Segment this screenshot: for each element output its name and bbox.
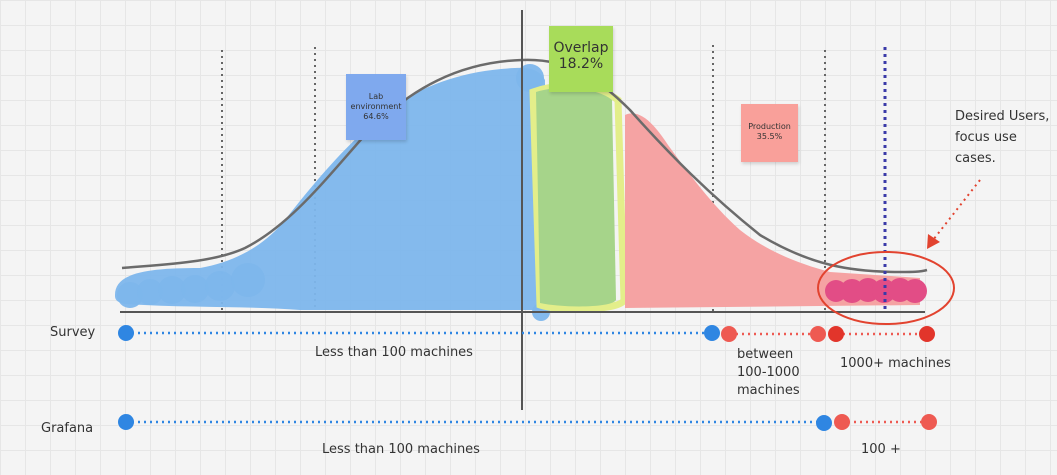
- survey-marker: [828, 326, 844, 342]
- sticky-lab-line1: Lab: [368, 92, 384, 101]
- desired-users-highlight: [817, 251, 955, 325]
- sticky-overlap-line1: Overlap: [553, 40, 609, 56]
- lab-blob-dot: [231, 263, 265, 297]
- grafana-large-label: 100 +: [861, 442, 901, 457]
- survey-medium-line2: 100-1000: [737, 365, 800, 380]
- annotation-line1: Desired Users,: [955, 109, 1050, 124]
- survey-medium-label: between 100-1000 machines: [737, 346, 800, 400]
- annotation-arrow-head: [927, 234, 940, 249]
- survey-marker: [118, 325, 134, 341]
- survey-row-lines: [118, 325, 935, 342]
- survey-label: Survey: [50, 325, 96, 340]
- annotation-text: Desired Users, focus use cases.: [955, 106, 1049, 169]
- survey-marker: [721, 326, 737, 342]
- survey-marker: [810, 326, 826, 342]
- sticky-lab-line2: environment: [350, 102, 402, 111]
- survey-large-label: 1000+ machines: [840, 356, 951, 371]
- lab-environment-area: [115, 64, 550, 321]
- annotation-arrow: [927, 179, 981, 249]
- desired-blob-dot: [903, 279, 927, 303]
- grafana-row-lines: [118, 414, 937, 431]
- lab-blob-dot: [205, 271, 235, 301]
- sticky-production[interactable]: Production 35.5%: [741, 104, 798, 162]
- grafana-marker: [834, 414, 850, 430]
- survey-medium-line3: machines: [737, 383, 800, 398]
- lab-blob-dot: [137, 279, 163, 305]
- sticky-lab-line3: 64.6%: [363, 112, 389, 121]
- lab-area-fill: [115, 67, 545, 310]
- sticky-production-line2: 35.5%: [756, 132, 783, 141]
- grafana-marker: [816, 415, 832, 431]
- lab-blob-dot: [181, 275, 209, 303]
- sticky-lab-environment[interactable]: Lab environment 64.6%: [346, 74, 406, 140]
- sticky-overlap-line2: 18.2%: [558, 56, 604, 72]
- production-area-fill: [625, 113, 920, 308]
- annotation-line2: focus use: [955, 130, 1017, 145]
- grafana-label: Grafana: [41, 421, 94, 436]
- survey-medium-line1: between: [737, 347, 794, 362]
- grafana-small-label: Less than 100 machines: [322, 442, 480, 457]
- lab-blob-dot: [158, 276, 186, 304]
- survey-marker: [704, 325, 720, 341]
- overlap-area: [529, 82, 628, 313]
- production-area: [625, 113, 920, 308]
- survey-small-label: Less than 100 machines: [315, 345, 473, 360]
- desired-users-area: [825, 278, 927, 303]
- annotation-arrow-line: [932, 179, 981, 241]
- survey-marker: [919, 326, 935, 342]
- overlap-area-fill: [536, 87, 616, 307]
- annotation-line3: cases.: [955, 151, 996, 166]
- grafana-marker: [921, 414, 937, 430]
- sticky-production-line1: Production: [748, 122, 791, 131]
- lab-blob-dot: [117, 282, 143, 308]
- sticky-overlap[interactable]: Overlap 18.2%: [549, 26, 613, 92]
- grafana-marker: [118, 414, 134, 430]
